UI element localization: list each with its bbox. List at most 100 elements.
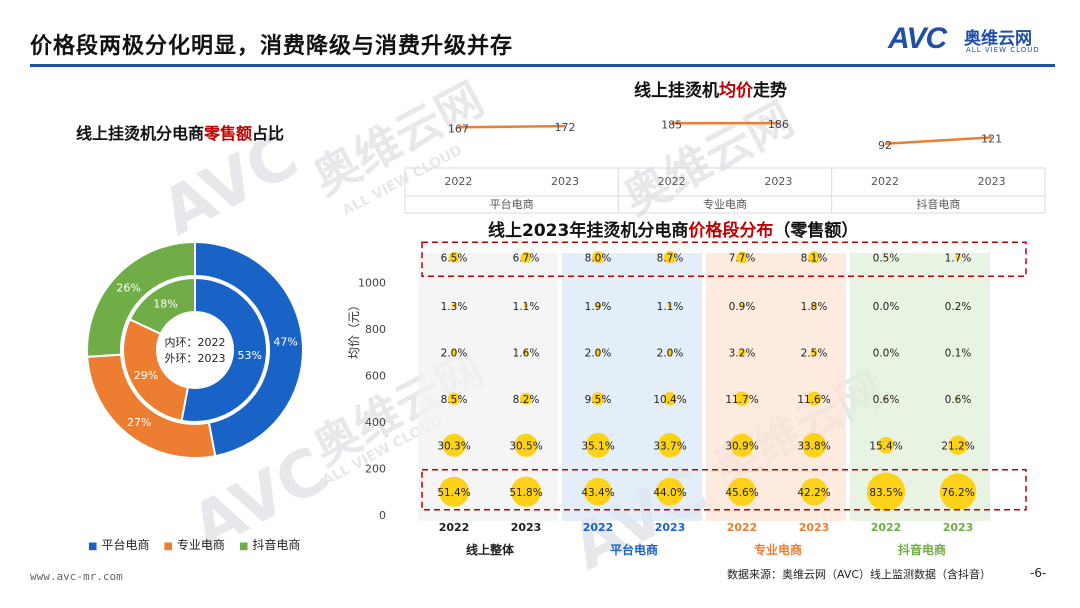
avg-price-label: 185 [661,118,682,131]
bubble-label: 8.1% [801,252,828,264]
bubble-title-red: 价格段分布 [688,221,774,241]
donut-title: 线上挂烫机分电商零售额占比 [76,120,284,144]
bubble-label: 8.7% [657,252,684,264]
price-bubble [877,437,895,454]
avg-price-label: 172 [555,121,576,134]
price-bubble [736,251,748,264]
price-bubble [447,392,461,405]
title-divider [30,64,1055,67]
bubble-label: 0.1% [945,347,972,359]
bubble-label: 0.6% [945,394,972,406]
price-bubble [939,473,977,511]
donut-title-red: 零售额 [204,124,253,143]
highlight-box-top [421,241,1027,277]
y-tick-label: 1000 [358,277,386,290]
donut-slice [128,276,196,336]
donut-center-inner: 内环：2022 [165,335,226,349]
bubble-label: 45.6% [725,487,758,499]
bubble-label: 9.5% [585,394,612,406]
slice-label: 26% [116,282,140,295]
price-bubble [884,255,888,259]
price-bubble [523,303,529,308]
avg-title-pre: 线上挂烫机 [634,81,719,101]
price-bubble [667,349,673,356]
y-tick-label: 600 [365,370,386,383]
bubble-label: 0.0% [873,301,900,313]
price-bubble [801,433,827,458]
price-bubble [740,303,744,308]
x-tick-label: 2023 [978,175,1006,188]
bubble-label: 1.6% [513,347,540,359]
group-band [562,253,702,521]
bubble-label: 21.2% [941,440,974,452]
x-tick-label: 2022 [658,175,686,188]
group-band [418,253,558,521]
avg-price-line [458,124,566,129]
bubble-title-pre: 线上2023年挂烫机分电商 [488,221,689,241]
bubble-label: 11.7% [725,394,758,406]
price-bubble [955,254,961,260]
donut-chart: 53% 29% 18% 47% 27% 26% 内环：2022 外环：2023 [86,240,304,459]
bubble-label: 8.5% [441,394,468,406]
legend-item-platform: ■ 平台电商 [88,538,150,552]
avg-price-chart: 167 172 2022 2023 平台电商 185 186 2022 2023 专业电商 92 12… [404,118,1046,214]
price-bubble [591,392,605,406]
x-group-label: 抖音电商 [898,542,946,557]
bubble-label: 11.6% [797,394,830,406]
y-tick-label: 800 [365,323,386,336]
price-bubble [514,433,538,457]
donut-slice [122,318,190,422]
page-number: -6- [1030,566,1047,580]
bubble-label: 6.7% [513,252,540,264]
price-bubble [806,391,822,406]
bubble-label: 30.3% [437,440,470,452]
price-bubble [808,251,820,264]
price-bubble [519,392,533,405]
footer-url: www.avc-mr.com [30,570,123,583]
avg-price-label: 167 [448,122,469,135]
page-title: 价格段两极分化明显，消费降级与消费升级并存 [30,34,514,59]
avc-logo: AVC 奥维云网 ALL VIEW CLOUD [888,22,1058,58]
avg-price-label: 92 [878,139,892,152]
group-label: 抖音电商 [916,197,960,211]
x-year-label: 2022 [583,521,614,534]
donut-legend: ■ 平台电商 ■ 专业电商 ■ 抖音电商 [88,536,300,553]
price-bubble [595,349,601,356]
y-tick-label: 400 [365,416,386,429]
y-tick-label: 0 [379,509,386,522]
bubble-label: 7.7% [729,252,756,264]
price-bubble [727,477,757,506]
price-bubble [810,348,818,356]
avg-price-title: 线上挂烫机均价走势 [634,76,787,101]
slice-label: 29% [134,369,158,382]
avg-title-red: 均价 [719,81,753,101]
bubble-label: 3.2% [729,347,756,359]
group-band [706,253,846,521]
price-bubble [884,397,888,401]
x-year-label: 2023 [799,521,830,534]
bubble-label: 0.0% [873,347,900,359]
avg-title-post: 走势 [753,81,787,101]
bubble-label: 2.0% [441,347,468,359]
slice-label: 53% [238,349,262,362]
price-bubble [730,433,754,457]
x-tick-label: 2022 [444,175,472,188]
price-bubble [866,472,906,511]
x-tick-label: 2023 [551,175,579,188]
logo-cn: 奥维云网 [964,29,1032,49]
price-segment-bubble-chart: 0 200 400 600 800 1000 均价（元） 51.4% 30.3% 8.5% 2.0%… [347,241,1027,557]
price-bubble [442,433,466,457]
legend-item-douyin: ■ 抖音电商 [238,538,301,552]
bubble-label: 1.3% [441,301,468,313]
price-bubble [738,348,746,357]
price-bubble [656,477,684,506]
x-year-label: 2022 [727,521,758,534]
donut-slice [194,240,304,458]
bubble-label: 30.5% [509,440,542,452]
price-bubble [667,303,673,308]
footer-source: 数据来源：奥维云网（AVC）线上监测数据（含抖音） [727,568,992,581]
logo-en: ALL VIEW CLOUD [966,46,1040,54]
donut-slice [86,240,196,358]
x-group-label: 平台电商 [610,542,658,557]
price-bubble [523,349,529,355]
